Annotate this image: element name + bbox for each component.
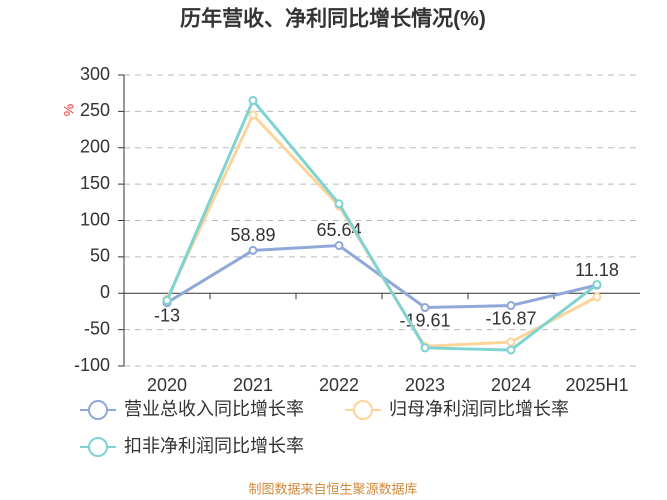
chart-title: 历年营收、净利同比增长情况(%) — [180, 7, 486, 31]
x-tick-label: 2023 — [405, 375, 445, 395]
y-tick-label: 250 — [80, 100, 110, 120]
data-point — [248, 110, 258, 120]
x-tick-label: 2022 — [319, 375, 359, 395]
y-tick-label: 200 — [80, 137, 110, 157]
legend-label: 营业总收入同比增长率 — [124, 399, 304, 419]
y-tick-label: 150 — [80, 173, 110, 193]
data-point — [334, 240, 344, 250]
data-point — [506, 301, 516, 311]
x-tick-label: 2021 — [233, 375, 273, 395]
x-tick-label: 2020 — [147, 375, 187, 395]
y-tick-label: 300 — [80, 64, 110, 84]
legend-label: 扣非净利润同比增长率 — [124, 436, 304, 456]
source-note: 制图数据来自恒生聚源数据库 — [248, 481, 417, 496]
data-point — [248, 245, 258, 255]
legend-marker — [88, 437, 108, 457]
legend-label: 归母净利润同比增长率 — [389, 399, 569, 419]
data-point — [248, 95, 258, 105]
data-point — [592, 292, 602, 302]
legend-marker — [353, 400, 373, 420]
series-line — [165, 97, 598, 352]
data-label: -13 — [154, 305, 180, 325]
y-tick-label: 0 — [100, 282, 110, 302]
y-tick-label: 50 — [90, 246, 110, 266]
data-point — [506, 345, 516, 355]
data-label: 58.89 — [230, 225, 275, 245]
data-point — [506, 337, 516, 347]
x-tick-label: 2024 — [491, 375, 531, 395]
data-point — [420, 303, 430, 313]
data-point — [334, 199, 344, 209]
y-tick-label: -50 — [84, 318, 110, 338]
legend-marker — [88, 400, 108, 420]
x-tick-label: 2025H1 — [565, 375, 628, 395]
data-label: 11.18 — [575, 260, 619, 280]
data-label: -16.87 — [485, 308, 536, 328]
data-point — [162, 296, 172, 306]
y-tick-label: 100 — [80, 209, 110, 229]
y-tick-label: -100 — [74, 355, 110, 375]
data-point — [420, 343, 430, 353]
data-point — [592, 280, 602, 290]
y-axis-label: % — [61, 104, 77, 116]
